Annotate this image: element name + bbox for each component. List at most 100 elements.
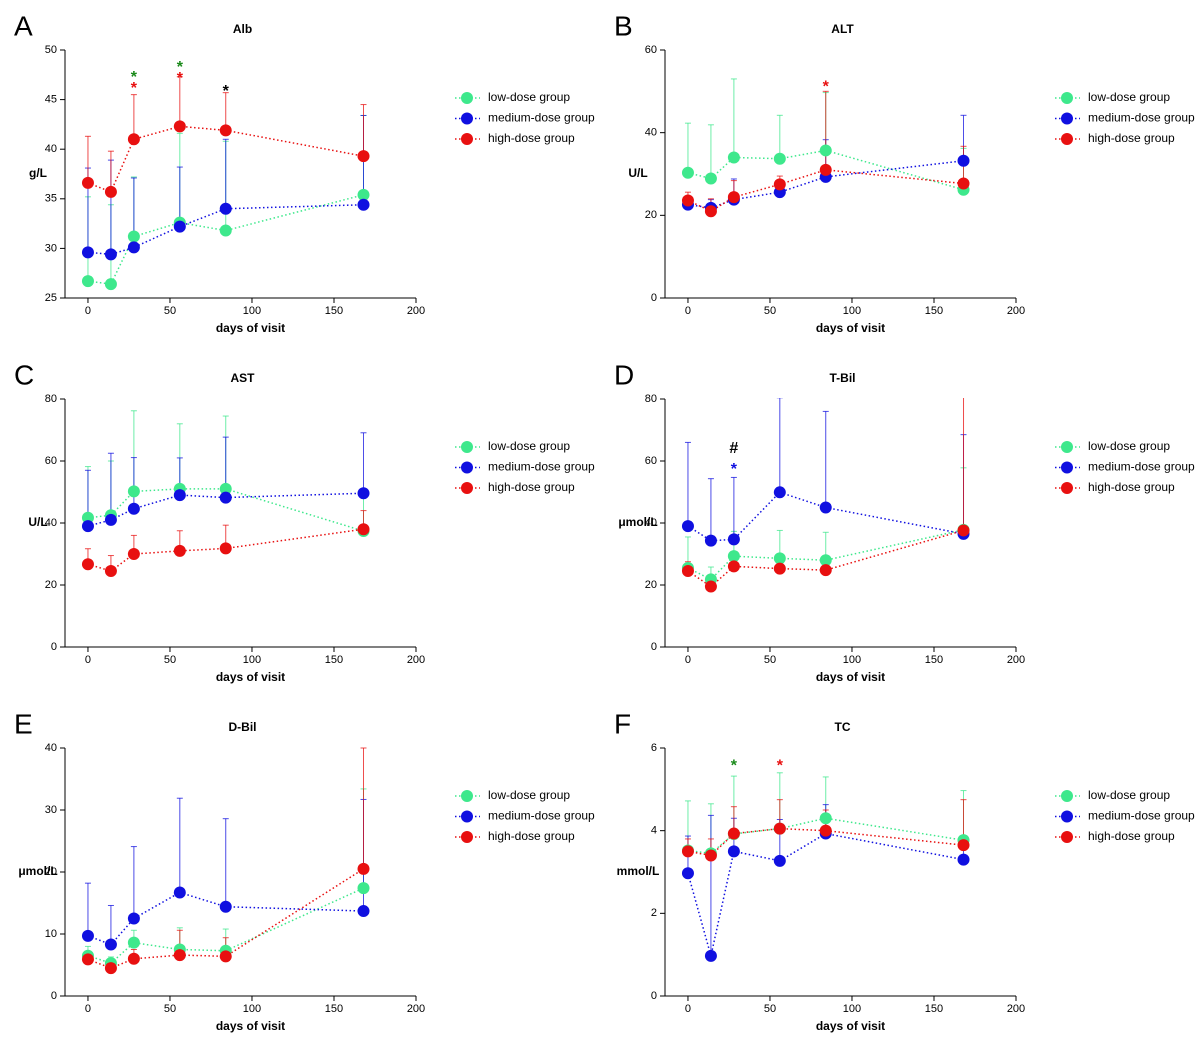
data-point (681, 520, 694, 533)
plot-area (81, 410, 370, 578)
x-tick-label: 0 (685, 305, 691, 317)
y-tick-label: 0 (651, 990, 657, 1002)
data-point (357, 905, 370, 918)
y-tick-label: 40 (645, 517, 657, 529)
x-tick-label: 150 (925, 654, 943, 666)
plot-area (81, 747, 370, 975)
data-point (681, 845, 694, 858)
x-tick-label: 100 (843, 305, 861, 317)
panel: D T-Bil days of visit μmol/L 0 20 40 60 80 0 50 100… (614, 359, 1195, 684)
data-point (104, 278, 117, 291)
data-point (357, 882, 370, 895)
legend-label: medium-dose group (1088, 809, 1195, 823)
data-point (81, 929, 94, 942)
panel-label: A (14, 10, 33, 41)
data-point (704, 580, 717, 593)
series-line (87, 194, 364, 285)
data-point (957, 524, 970, 537)
legend-label: medium-dose group (488, 460, 595, 474)
y-tick-label: 4 (651, 825, 657, 837)
data-point (773, 562, 786, 575)
data-point (104, 513, 117, 526)
data-point (173, 120, 186, 133)
legend-marker (1061, 133, 1073, 145)
legend-marker (1061, 790, 1073, 802)
data-point (357, 487, 370, 500)
legend-label: medium-dose group (1088, 111, 1195, 125)
data-point (704, 172, 717, 185)
legend-marker (461, 482, 473, 494)
x-tick-label: 50 (164, 654, 176, 666)
chart-title: T-Bil (830, 371, 856, 385)
legend-marker (1061, 441, 1073, 453)
data-point (173, 489, 186, 502)
legend-marker (461, 441, 473, 453)
annotation: # (729, 440, 738, 457)
annotation: * (777, 758, 784, 775)
x-tick-label: 50 (164, 305, 176, 317)
data-point (357, 198, 370, 211)
data-point (727, 845, 740, 858)
y-tick-label: 0 (651, 292, 657, 304)
data-point (727, 533, 740, 546)
legend-label: low-dose group (488, 90, 570, 104)
annotation: * (177, 59, 184, 76)
data-point (104, 962, 117, 975)
data-point (104, 938, 117, 951)
data-point (819, 501, 832, 514)
x-axis-label: days of visit (816, 670, 885, 684)
data-point (957, 853, 970, 866)
x-tick-label: 50 (764, 654, 776, 666)
legend-marker (461, 461, 473, 474)
y-tick-label: 30 (45, 242, 57, 254)
panel-label: D (614, 359, 634, 390)
x-tick-label: 50 (764, 1003, 776, 1015)
y-tick-label: 60 (45, 455, 57, 467)
data-point (727, 550, 740, 563)
data-point (127, 133, 140, 146)
panel: B ALT days of visit U/L 0 20 40 60 0 50 100 150 200 l… (614, 10, 1195, 335)
legend-marker (461, 133, 473, 145)
data-point (773, 178, 786, 191)
y-tick-label: 60 (645, 455, 657, 467)
data-point (819, 824, 832, 837)
data-point (773, 152, 786, 165)
y-tick-label: 20 (45, 579, 57, 591)
x-tick-label: 100 (243, 305, 261, 317)
x-tick-label: 50 (164, 1003, 176, 1015)
data-point (104, 248, 117, 261)
data-point (127, 502, 140, 515)
annotation: * (131, 80, 138, 97)
y-tick-label: 80 (645, 393, 657, 405)
y-axis-label: U/L (628, 166, 647, 180)
data-point (819, 144, 832, 157)
data-point (681, 194, 694, 207)
y-tick-label: 6 (651, 742, 657, 754)
data-point (773, 822, 786, 835)
data-point (357, 188, 370, 201)
legend-marker (1061, 92, 1073, 104)
data-point (957, 154, 970, 167)
x-tick-label: 150 (325, 305, 343, 317)
series-line (687, 817, 964, 855)
legend-label: low-dose group (1088, 90, 1170, 104)
legend-label: medium-dose group (488, 111, 595, 125)
legend-marker (461, 831, 473, 843)
legend-label: medium-dose group (1088, 460, 1195, 474)
y-tick-label: 40 (45, 742, 57, 754)
data-point (127, 952, 140, 965)
x-tick-label: 200 (407, 654, 425, 666)
chart-title: ALT (831, 22, 854, 36)
x-tick-label: 150 (925, 1003, 943, 1015)
data-point (681, 166, 694, 179)
legend-marker (1061, 112, 1073, 125)
annotation: * (223, 83, 230, 100)
panel-label: E (14, 708, 33, 739)
y-tick-label: 45 (45, 94, 57, 106)
y-axis-label: U/L (28, 515, 47, 529)
y-tick-label: 40 (45, 143, 57, 155)
data-point (957, 177, 970, 190)
x-tick-label: 0 (85, 1003, 91, 1015)
data-point (81, 275, 94, 288)
y-tick-label: 20 (645, 579, 657, 591)
